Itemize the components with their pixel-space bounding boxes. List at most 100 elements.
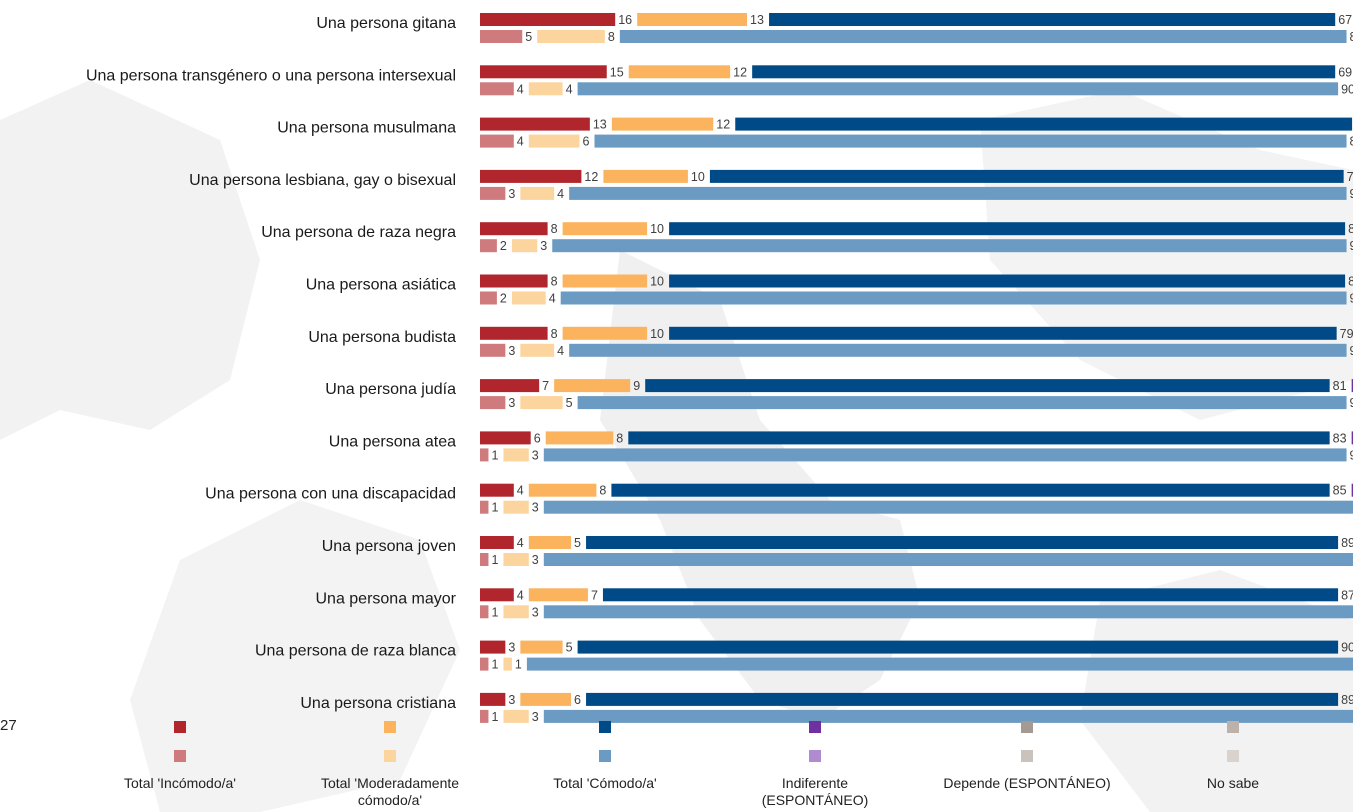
bar-comodo-b-8 [543, 448, 1347, 462]
bar-comodo-a-1 [752, 65, 1336, 79]
value-label-incomodo-b-4: 2 [500, 239, 507, 253]
value-label-incomodo-b-11: 1 [491, 605, 498, 619]
bar-incomodo-b-5 [480, 291, 497, 305]
bar-comodo-a-11 [602, 588, 1339, 602]
bar-moderado-b-13 [503, 709, 529, 723]
bar-moderado-a-4 [562, 222, 648, 236]
legend-swatch-indiferente-b [809, 750, 821, 762]
value-label-incomodo-a-9: 4 [517, 484, 524, 498]
value-label-incomodo-a-7: 7 [542, 379, 549, 393]
category-label-una-persona-musulmana: Una persona musulmana [277, 120, 456, 137]
bar-moderado-b-7 [520, 396, 563, 410]
bar-comodo-b-4 [552, 239, 1347, 253]
bar-incomodo-a-3 [480, 169, 582, 183]
bar-moderado-b-4 [511, 239, 538, 253]
bar-moderado-b-1 [528, 82, 563, 96]
value-label-incomodo-b-5: 2 [500, 292, 507, 306]
category-label-una-persona-de-raza-negra: Una persona de raza negra [261, 224, 456, 241]
category-label-una-persona-asiatica: Una persona asiática [306, 277, 456, 294]
value-label-moderado-b-12: 1 [515, 658, 522, 672]
value-label-moderado-b-5: 4 [549, 292, 556, 306]
bar-moderado-b-0 [537, 30, 605, 43]
value-label-moderado-a-9: 8 [599, 484, 606, 498]
legend-swatch-incomodo-b [174, 750, 186, 762]
legend-swatch-comodo-b [599, 750, 611, 762]
value-label-incomodo-b-7: 3 [508, 396, 515, 410]
bar-moderado-a-2 [611, 117, 714, 131]
bar-incomodo-a-10 [480, 536, 514, 549]
value-label-comodo-b-8: 95 [1350, 448, 1353, 462]
value-label-moderado-b-6: 4 [557, 344, 564, 358]
value-label-comodo-b-0: 86 [1350, 30, 1353, 44]
bar-comodo-b-7 [577, 396, 1347, 410]
value-label-incomodo-a-12: 3 [508, 641, 515, 655]
value-label-comodo-a-13: 89 [1341, 693, 1353, 707]
bar-moderado-a-7 [554, 379, 631, 393]
legend-swatch-comodo-a [599, 721, 611, 733]
value-label-incomodo-a-2: 13 [593, 118, 607, 132]
value-label-moderado-a-1: 12 [733, 65, 747, 79]
value-label-comodo-a-12: 90 [1341, 641, 1353, 655]
value-label-moderado-a-0: 13 [750, 13, 764, 27]
legend-swatch-incomodo-a [174, 721, 186, 733]
legend-swatch-moderado-b [384, 750, 396, 762]
bar-moderado-a-6 [562, 326, 648, 340]
value-label-incomodo-b-10: 1 [491, 553, 498, 567]
legend-swatch-nosabe-b [1227, 750, 1239, 762]
value-label-incomodo-b-3: 3 [508, 187, 515, 201]
value-label-moderado-b-7: 5 [566, 396, 573, 410]
category-label-una-persona-budista: Una persona budista [308, 329, 456, 346]
bar-moderado-b-10 [503, 553, 529, 566]
category-label-una-persona-atea: Una persona atea [329, 433, 456, 450]
bar-incomodo-b-4 [480, 239, 497, 253]
bar-incomodo-a-5 [480, 274, 548, 288]
bar-comodo-a-13 [586, 692, 1339, 706]
bar-comodo-b-0 [619, 30, 1347, 43]
bar-moderado-b-5 [511, 291, 546, 305]
value-label-incomodo-a-3: 12 [584, 170, 598, 184]
value-label-incomodo-b-9: 1 [491, 501, 498, 515]
value-label-incomodo-b-13: 1 [491, 710, 498, 724]
legend-label-indiferente: Indiferente (ESPONTÁNEO) [761, 775, 869, 808]
value-label-comodo-b-1: 90 [1341, 82, 1353, 96]
value-label-moderado-b-11: 3 [532, 605, 539, 619]
value-label-comodo-a-6: 79 [1340, 327, 1353, 341]
category-label-una-persona-con-una-discapacidad: Una persona con una discapacidad [205, 486, 456, 503]
bar-indiferente-a-9 [1351, 483, 1353, 497]
bar-moderado-b-6 [520, 343, 555, 357]
bar-moderado-a-10 [528, 536, 572, 549]
value-label-comodo-a-11: 87 [1341, 588, 1353, 602]
bar-comodo-a-2 [735, 117, 1353, 131]
bar-incomodo-b-2 [480, 134, 514, 148]
value-label-incomodo-b-0: 5 [525, 30, 532, 44]
bar-incomodo-a-2 [480, 117, 590, 131]
value-label-moderado-a-7: 9 [633, 379, 640, 393]
value-label-comodo-a-8: 83 [1333, 431, 1347, 445]
value-label-comodo-b-6: 92 [1350, 344, 1353, 358]
value-label-comodo-b-2: 89 [1350, 135, 1353, 149]
value-label-incomodo-b-2: 4 [517, 135, 524, 149]
value-label-moderado-a-8: 8 [616, 431, 623, 445]
bar-moderado-a-11 [528, 588, 588, 602]
bar-incomodo-a-0 [480, 13, 616, 26]
legend-label-incomodo: Total 'Incómodo/a' [124, 775, 236, 791]
bar-incomodo-b-6 [480, 343, 506, 357]
bar-incomodo-a-12 [480, 640, 506, 654]
legend-swatch-moderado-a [384, 721, 396, 733]
value-label-moderado-b-10: 3 [532, 553, 539, 567]
bar-moderado-a-1 [628, 65, 731, 79]
value-label-incomodo-a-13: 3 [508, 693, 515, 707]
value-label-incomodo-b-12: 1 [491, 658, 498, 672]
value-label-incomodo-b-6: 3 [508, 344, 515, 358]
category-label-una-persona-cristiana: Una persona cristiana [300, 695, 456, 712]
value-label-comodo-a-9: 85 [1333, 484, 1347, 498]
value-label-comodo-b-4: 94 [1350, 239, 1353, 253]
bar-moderado-a-9 [528, 483, 597, 497]
bar-incomodo-b-3 [480, 186, 506, 200]
value-label-moderado-a-11: 7 [591, 588, 598, 602]
bar-incomodo-a-13 [480, 692, 506, 706]
value-label-moderado-a-6: 10 [650, 327, 664, 341]
bar-moderado-b-3 [520, 186, 555, 200]
value-label-moderado-a-5: 10 [650, 275, 664, 289]
bar-incomodo-a-4 [480, 222, 548, 236]
